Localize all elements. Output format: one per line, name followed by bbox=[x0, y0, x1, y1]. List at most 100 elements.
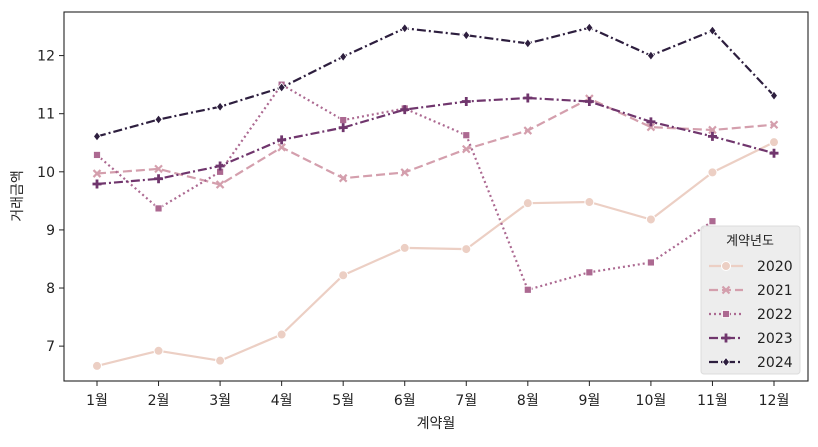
data-point-2023 bbox=[461, 96, 471, 106]
data-point-2022 bbox=[93, 151, 101, 159]
x-tick-label: 9월 bbox=[578, 393, 600, 409]
data-point-2021 bbox=[400, 168, 410, 177]
data-point-2020 bbox=[461, 244, 472, 255]
legend-label-2020: 2020 bbox=[757, 259, 793, 275]
data-point-2023 bbox=[646, 117, 656, 127]
x-tick-label: 10월 bbox=[636, 393, 667, 409]
series-2022 bbox=[93, 80, 717, 294]
data-point-2021 bbox=[338, 173, 348, 183]
data-point-2020 bbox=[707, 167, 718, 178]
x-tick-label: 5월 bbox=[332, 393, 354, 409]
data-point-2024 bbox=[154, 114, 163, 125]
data-point-2024 bbox=[769, 90, 779, 101]
data-point-2024 bbox=[585, 22, 594, 33]
data-point-2021 bbox=[461, 144, 471, 154]
data-point-2020 bbox=[584, 197, 595, 208]
data-point-2023 bbox=[92, 179, 102, 189]
x-tick-label: 12월 bbox=[759, 393, 790, 409]
legend: 계약년도 2020 2021 2022 2023 2024 bbox=[700, 225, 801, 375]
data-point-2021 bbox=[646, 122, 656, 132]
series-line-2023 bbox=[96, 96, 775, 186]
x-tick-label: 2월 bbox=[148, 393, 170, 409]
data-point-2023 bbox=[584, 96, 594, 106]
data-point-2022 bbox=[462, 131, 471, 140]
data-point-2024 bbox=[277, 82, 286, 93]
x-tick-label: 3월 bbox=[209, 393, 231, 409]
x-tick-label: 4월 bbox=[271, 393, 293, 409]
legend-entries: 2020 2021 2022 2023 2024 bbox=[709, 259, 793, 371]
y-tick-label: 7 bbox=[46, 339, 55, 355]
data-point-2021 bbox=[215, 180, 225, 189]
data-point-2022 bbox=[154, 204, 163, 213]
data-point-2021 bbox=[523, 126, 533, 135]
data-point-2020 bbox=[769, 137, 779, 148]
x-tick-label: 1월 bbox=[86, 393, 108, 409]
legend-marker-2020 bbox=[721, 261, 731, 271]
data-point-2020 bbox=[276, 329, 287, 340]
data-point-2020 bbox=[522, 198, 533, 209]
legend-label-2023: 2023 bbox=[757, 331, 793, 347]
series-2023 bbox=[92, 93, 779, 189]
series-2024 bbox=[92, 22, 779, 142]
data-point-2023 bbox=[400, 105, 410, 115]
data-point-2022 bbox=[585, 268, 594, 277]
data-point-2023 bbox=[338, 123, 348, 133]
legend-title: 계약년도 bbox=[726, 234, 774, 249]
data-point-2020 bbox=[645, 214, 656, 225]
data-point-2021 bbox=[92, 169, 102, 178]
data-point-2020 bbox=[153, 345, 164, 356]
series-2020 bbox=[92, 137, 779, 371]
y-axis-label: 거래금액 bbox=[10, 170, 26, 222]
series-line-2021 bbox=[96, 97, 775, 186]
series-line-2020 bbox=[96, 141, 775, 367]
data-point-2023 bbox=[769, 148, 779, 158]
data-point-2024 bbox=[646, 50, 655, 61]
data-point-2021 bbox=[708, 125, 717, 135]
x-tick-label: 7월 bbox=[455, 393, 477, 409]
y-tick-label: 12 bbox=[37, 49, 55, 65]
x-axis-label: 계약월 bbox=[417, 416, 456, 432]
y-axis: 7 8 9 10 11 12 bbox=[37, 49, 64, 355]
data-point-2023 bbox=[523, 93, 533, 103]
y-tick-label: 11 bbox=[37, 107, 55, 123]
data-point-2021 bbox=[769, 120, 779, 130]
legend-marker-2022 bbox=[722, 310, 730, 318]
x-tick-label: 11월 bbox=[697, 393, 728, 409]
y-tick-label: 9 bbox=[46, 223, 55, 239]
x-tick-label: 6월 bbox=[394, 393, 416, 409]
x-axis: 1월 2월 3월 4월 5월 6월 7월 8월 9월 10월 11월 12월 bbox=[86, 381, 789, 409]
data-point-2020 bbox=[338, 270, 349, 281]
data-point-2020 bbox=[215, 355, 226, 366]
data-point-2023 bbox=[215, 161, 225, 171]
data-point-2023 bbox=[154, 174, 164, 184]
series-layer bbox=[92, 22, 779, 371]
data-point-2022 bbox=[708, 217, 717, 226]
series-2021 bbox=[92, 94, 779, 189]
legend-marker-2024 bbox=[721, 356, 731, 368]
data-point-2024 bbox=[400, 23, 409, 34]
data-point-2022 bbox=[339, 116, 348, 124]
data-point-2021 bbox=[154, 164, 163, 174]
data-point-2020 bbox=[92, 360, 102, 371]
y-tick-label: 10 bbox=[37, 165, 55, 181]
y-tick-label: 8 bbox=[46, 281, 55, 297]
series-line-2024 bbox=[96, 26, 775, 138]
data-point-2022 bbox=[647, 258, 655, 267]
legend-label-2022: 2022 bbox=[757, 307, 793, 323]
data-point-2020 bbox=[399, 242, 410, 253]
data-point-2024 bbox=[216, 101, 225, 112]
data-point-2024 bbox=[462, 30, 471, 41]
x-tick-label: 8월 bbox=[517, 393, 539, 409]
data-point-2023 bbox=[277, 135, 287, 145]
data-point-2024 bbox=[708, 25, 717, 36]
data-point-2024 bbox=[523, 38, 532, 49]
legend-label-2021: 2021 bbox=[757, 283, 793, 299]
legend-label-2024: 2024 bbox=[757, 355, 793, 371]
data-point-2024 bbox=[339, 51, 348, 62]
data-point-2023 bbox=[707, 131, 717, 141]
legend-marker-2023 bbox=[721, 333, 731, 343]
data-point-2021 bbox=[277, 143, 286, 152]
data-point-2024 bbox=[92, 131, 102, 142]
